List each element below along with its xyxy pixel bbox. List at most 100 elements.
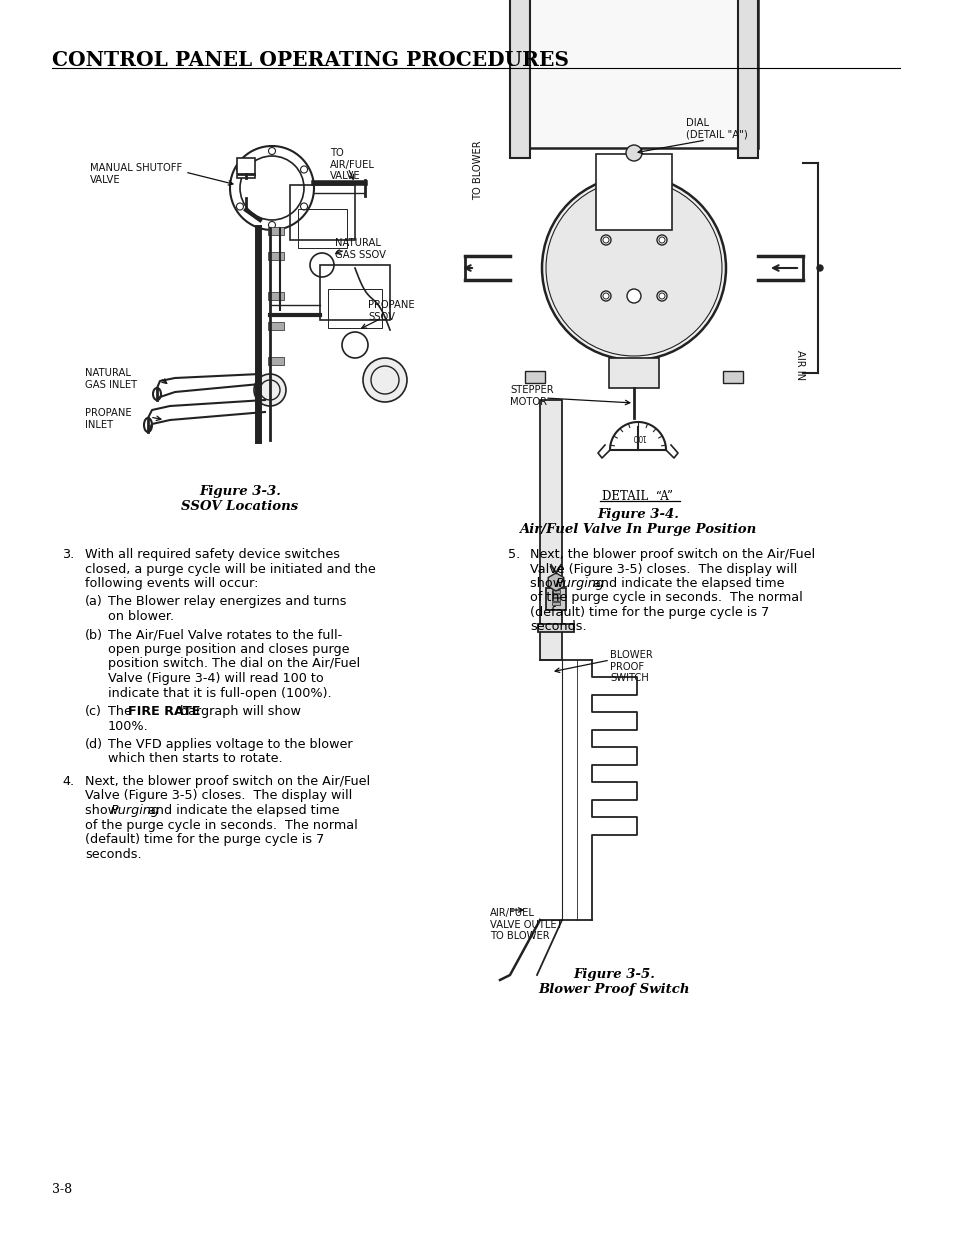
Text: and indicate the elapsed time: and indicate the elapsed time [148, 804, 339, 818]
Bar [552, 598, 559, 601]
Text: of the purge cycle in seconds.  The normal: of the purge cycle in seconds. The norma… [85, 819, 357, 831]
Ellipse shape [144, 417, 152, 432]
Bar [552, 590, 559, 593]
Text: 3-8: 3-8 [52, 1183, 72, 1195]
Bar [524, 370, 544, 383]
Text: following events will occur:: following events will occur: [85, 577, 258, 590]
Circle shape [541, 177, 725, 359]
Text: Valve (Figure 3-4) will read 100 to: Valve (Figure 3-4) will read 100 to [108, 672, 323, 685]
Text: STEPPER
MOTOR: STEPPER MOTOR [510, 385, 553, 406]
Text: SSOV Locations: SSOV Locations [181, 500, 298, 513]
Circle shape [268, 221, 275, 228]
Text: 5.: 5. [507, 548, 519, 561]
Text: which then starts to rotate.: which then starts to rotate. [108, 752, 282, 766]
Text: bargraph will show: bargraph will show [180, 705, 300, 718]
Text: (default) time for the purge cycle is 7: (default) time for the purge cycle is 7 [85, 832, 324, 846]
Circle shape [625, 144, 641, 161]
Circle shape [600, 291, 610, 301]
Circle shape [600, 235, 610, 245]
Text: NATURAL
GAS SSOV: NATURAL GAS SSOV [335, 238, 386, 259]
Bar [722, 370, 742, 383]
Text: (d): (d) [85, 739, 103, 751]
Text: Figure 3-4.: Figure 3-4. [597, 508, 679, 521]
Text: With all required safety device switches: With all required safety device switches [85, 548, 339, 561]
Text: Next, the blower proof switch on the Air/Fuel: Next, the blower proof switch on the Air… [85, 776, 370, 788]
Text: The VFD applies voltage to the blower: The VFD applies voltage to the blower [108, 739, 353, 751]
Text: The Air/Fuel Valve rotates to the full-: The Air/Fuel Valve rotates to the full- [108, 629, 342, 641]
Text: TO BLOWER: TO BLOWER [473, 141, 482, 200]
Bar [510, 0, 530, 158]
Text: CONTROL PANEL OPERATING PROCEDURES: CONTROL PANEL OPERATING PROCEDURES [52, 49, 568, 70]
Text: AIR/FUEL
VALVE OUTLET
TO BLOWER: AIR/FUEL VALVE OUTLET TO BLOWER [490, 908, 562, 941]
Text: Air/Fuel Valve In Purge Position: Air/Fuel Valve In Purge Position [518, 522, 756, 536]
Bar [268, 227, 284, 235]
Text: 4.: 4. [62, 776, 74, 788]
Bar [268, 252, 284, 261]
Bar [328, 289, 381, 329]
Ellipse shape [152, 388, 161, 400]
Text: show: show [530, 577, 566, 590]
Bar [552, 585, 559, 589]
Bar [297, 209, 347, 248]
Bar [268, 357, 284, 366]
Circle shape [236, 203, 243, 210]
Text: FIRE RATE: FIRE RATE [128, 705, 200, 718]
Bar [236, 158, 254, 178]
Text: 3.: 3. [62, 548, 74, 561]
Text: PROPANE
INLET: PROPANE INLET [85, 408, 132, 430]
Text: The Blower relay energizes and turns: The Blower relay energizes and turns [108, 595, 346, 609]
Text: Valve (Figure 3-5) closes.  The display will: Valve (Figure 3-5) closes. The display w… [530, 562, 797, 576]
Circle shape [300, 203, 307, 210]
Circle shape [657, 235, 666, 245]
Circle shape [236, 165, 243, 173]
Text: closed, a purge cycle will be initiated and the: closed, a purge cycle will be initiated … [85, 562, 375, 576]
Text: PROPANE
SSOV: PROPANE SSOV [368, 300, 415, 321]
Text: (default) time for the purge cycle is 7: (default) time for the purge cycle is 7 [530, 606, 768, 619]
Circle shape [816, 266, 822, 270]
Bar [268, 322, 284, 330]
Text: BLOWER
PROOF
SWITCH: BLOWER PROOF SWITCH [609, 650, 652, 683]
Bar [608, 358, 659, 388]
Bar [552, 594, 559, 597]
Text: show: show [85, 804, 122, 818]
Circle shape [545, 180, 721, 356]
Bar [290, 185, 355, 240]
Bar [539, 400, 561, 659]
Text: Figure 3-3.: Figure 3-3. [199, 485, 280, 498]
Text: Figure 3-5.: Figure 3-5. [573, 968, 655, 981]
Bar [545, 588, 565, 610]
Text: Valve (Figure 3-5) closes.  The display will: Valve (Figure 3-5) closes. The display w… [85, 789, 352, 803]
Bar [552, 582, 559, 585]
Circle shape [268, 147, 275, 154]
Text: seconds.: seconds. [85, 847, 141, 861]
Text: and indicate the elapsed time: and indicate the elapsed time [593, 577, 783, 590]
Text: position switch. The dial on the Air/Fuel: position switch. The dial on the Air/Fue… [108, 657, 359, 671]
Text: Purging: Purging [556, 577, 604, 590]
Circle shape [626, 289, 640, 303]
Text: NATURAL
GAS INLET: NATURAL GAS INLET [85, 368, 137, 389]
Text: of the purge cycle in seconds.  The normal: of the purge cycle in seconds. The norma… [530, 592, 801, 604]
Bar [268, 291, 284, 300]
Text: AIR IN: AIR IN [794, 350, 804, 380]
Text: (a): (a) [85, 595, 103, 609]
Text: 100: 100 [631, 432, 645, 441]
Bar [319, 266, 390, 320]
Circle shape [253, 374, 286, 406]
Text: (b): (b) [85, 629, 103, 641]
Text: MANUAL SHUTOFF
VALVE: MANUAL SHUTOFF VALVE [90, 163, 182, 184]
Text: DETAIL  “A”: DETAIL “A” [602, 490, 673, 503]
Bar [738, 0, 758, 158]
Text: indicate that it is full-open (100%).: indicate that it is full-open (100%). [108, 687, 332, 699]
Bar [552, 601, 559, 605]
Text: on blower.: on blower. [108, 610, 174, 622]
Text: DIAL
(DETAIL "A"): DIAL (DETAIL "A") [685, 119, 747, 140]
Circle shape [657, 291, 666, 301]
Text: 100%.: 100%. [108, 720, 149, 732]
Text: Purging: Purging [111, 804, 160, 818]
Bar [596, 154, 671, 230]
Text: Blower Proof Switch: Blower Proof Switch [537, 983, 689, 995]
Text: (c): (c) [85, 705, 102, 718]
Bar [537, 624, 574, 632]
Circle shape [300, 165, 307, 173]
Text: Next, the blower proof switch on the Air/Fuel: Next, the blower proof switch on the Air… [530, 548, 814, 561]
